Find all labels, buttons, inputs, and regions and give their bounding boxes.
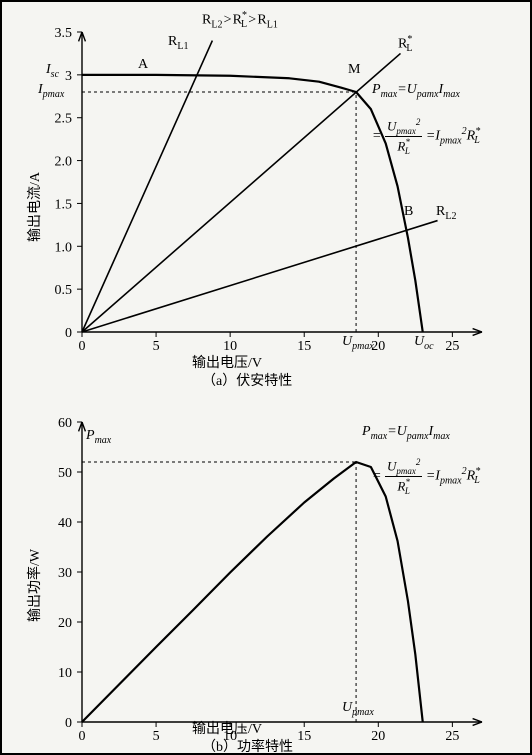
svg-text:2.0: 2.0 (55, 155, 73, 170)
subtitle-B: （b）功率特性 (202, 736, 293, 755)
formula-A2: = Upmax2R*L =Ipmax2R*L (372, 117, 480, 156)
ylabel-A: 输出电流/A (24, 172, 44, 242)
svg-text:5: 5 (153, 729, 160, 744)
svg-text:0: 0 (65, 716, 72, 731)
xlabel-B: 输出电压/V (192, 718, 262, 738)
label-Pmax-B-left: Pmax (86, 428, 111, 446)
svg-text:40: 40 (58, 516, 72, 531)
svg-text:60: 60 (58, 416, 72, 431)
label-Upmax-B: Upmax (342, 700, 374, 718)
chart-a-iv: 051015202500.51.01.52.02.53.53 (2, 2, 530, 372)
label-RLstar: R*L (398, 34, 412, 54)
svg-text:1.0: 1.0 (55, 240, 73, 255)
formula-A1: Pmax=UpamxImax (372, 82, 460, 100)
label-Upmax-A: Upmax (342, 334, 374, 352)
label-A: A (138, 57, 148, 73)
svg-text:50: 50 (58, 466, 72, 481)
svg-text:2.5: 2.5 (55, 112, 73, 127)
figure-container: 051015202500.51.01.52.02.53.53 051015202… (0, 0, 532, 755)
svg-text:3.5: 3.5 (55, 26, 73, 41)
label-B: B (404, 204, 413, 220)
subtitle-A: （a）伏安特性 (202, 370, 292, 390)
chart-b-pv: 05101520250102030405060 (2, 372, 530, 752)
svg-text:10: 10 (58, 666, 72, 681)
label-Ipmax: Ipmax (38, 82, 64, 100)
svg-text:1.5: 1.5 (55, 197, 73, 212)
svg-text:3: 3 (65, 69, 72, 84)
label-M: M (348, 62, 360, 78)
svg-text:20: 20 (371, 729, 385, 744)
svg-text:25: 25 (445, 339, 459, 354)
svg-text:25: 25 (445, 729, 459, 744)
svg-text:15: 15 (297, 729, 311, 744)
svg-text:0: 0 (79, 729, 86, 744)
svg-text:20: 20 (58, 616, 72, 631)
svg-text:0: 0 (79, 339, 86, 354)
svg-text:5: 5 (153, 339, 160, 354)
formula-B2: = Upmax2R*L =Ipmax2R*L (372, 457, 480, 496)
xlabel-A: 输出电压/V (192, 352, 262, 372)
label-Isc: Isc (46, 62, 59, 80)
label-Uoc: Uoc (414, 334, 434, 352)
svg-text:0.5: 0.5 (55, 283, 73, 298)
svg-text:0: 0 (65, 326, 72, 341)
label-RL2: RL2 (436, 204, 456, 222)
ylabel-B: 输出功率/W (24, 549, 44, 622)
label-RL1: RL1 (168, 34, 188, 52)
svg-text:30: 30 (58, 566, 72, 581)
relation-label: RL2 > R*L > RL1 (202, 10, 278, 30)
svg-text:15: 15 (297, 339, 311, 354)
formula-B1: Pmax=UpamxImax (362, 424, 450, 442)
